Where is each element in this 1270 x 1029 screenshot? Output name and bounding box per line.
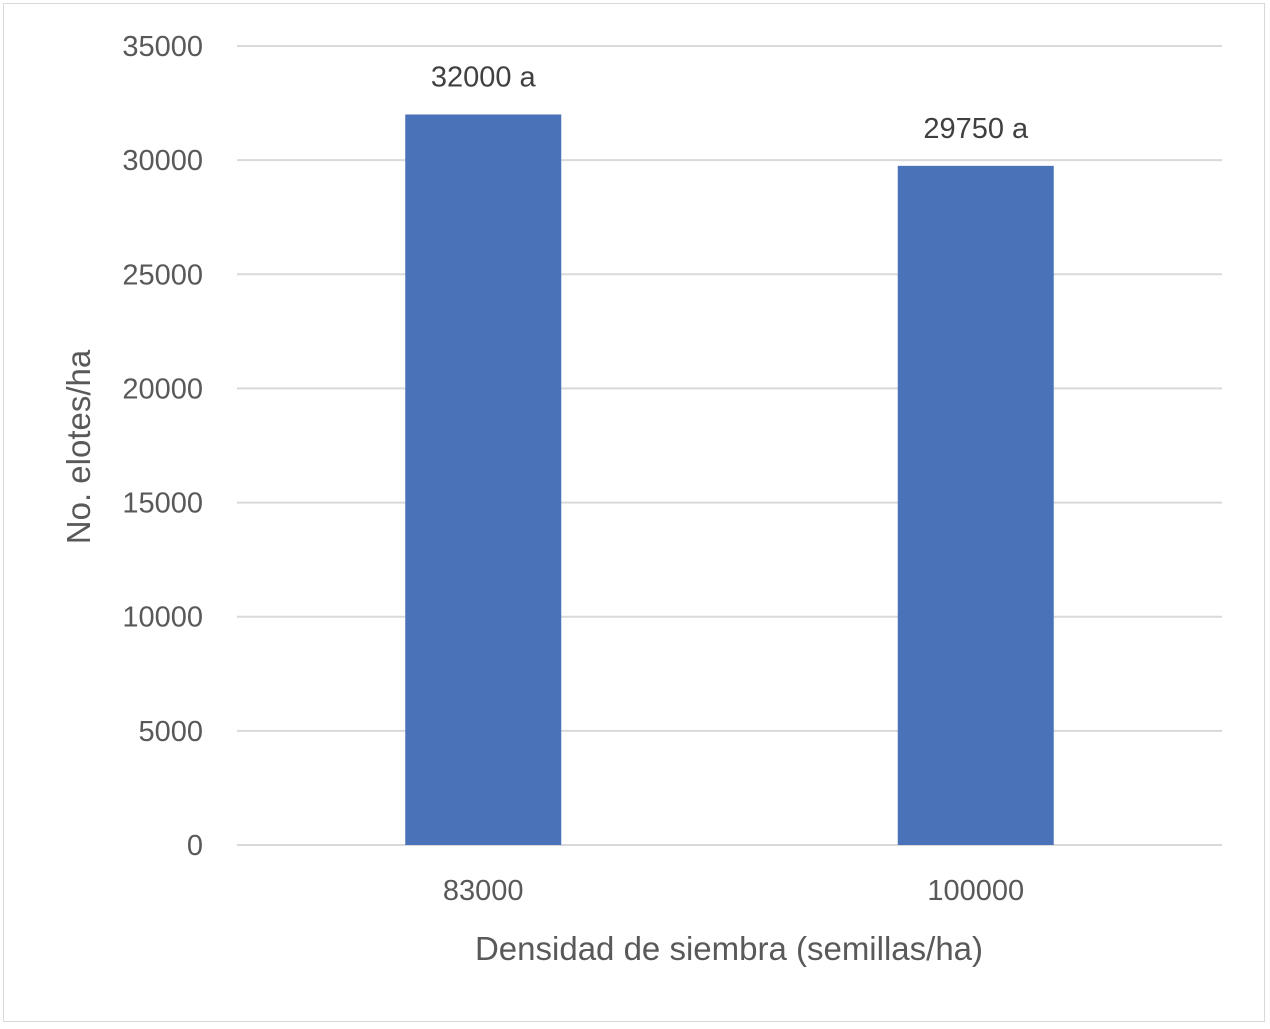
bar-100000	[897, 165, 1054, 846]
bars	[405, 114, 1054, 846]
y-tick-label: 20000	[122, 373, 203, 405]
chart-frame	[3, 3, 1265, 1022]
y-tick-label: 5000	[138, 716, 203, 748]
gridlines	[237, 45, 1222, 846]
x-axis-ticks: 83000 100000	[443, 875, 1024, 907]
y-tick-label: 30000	[122, 145, 203, 177]
data-labels: 32000 a 29750 a	[431, 61, 1029, 144]
y-tick-label: 10000	[122, 602, 203, 634]
data-label-100000: 29750 a	[923, 113, 1029, 145]
y-tick-label: 15000	[122, 488, 203, 520]
x-tick-label-83000: 83000	[443, 875, 524, 907]
y-tick-label: 25000	[122, 259, 203, 291]
x-tick-label-100000: 100000	[927, 875, 1024, 907]
y-tick-label: 35000	[122, 31, 203, 63]
bar-83000	[405, 114, 562, 845]
y-axis-title: No. elotes/ha	[60, 349, 97, 544]
x-axis-title: Densidad de siembra (semillas/ha)	[475, 930, 983, 967]
data-label-83000: 32000 a	[431, 61, 537, 93]
y-axis-ticks: 0 5000 10000 15000 20000 25000 30000 35000	[122, 31, 203, 862]
y-tick-label: 0	[187, 830, 203, 862]
